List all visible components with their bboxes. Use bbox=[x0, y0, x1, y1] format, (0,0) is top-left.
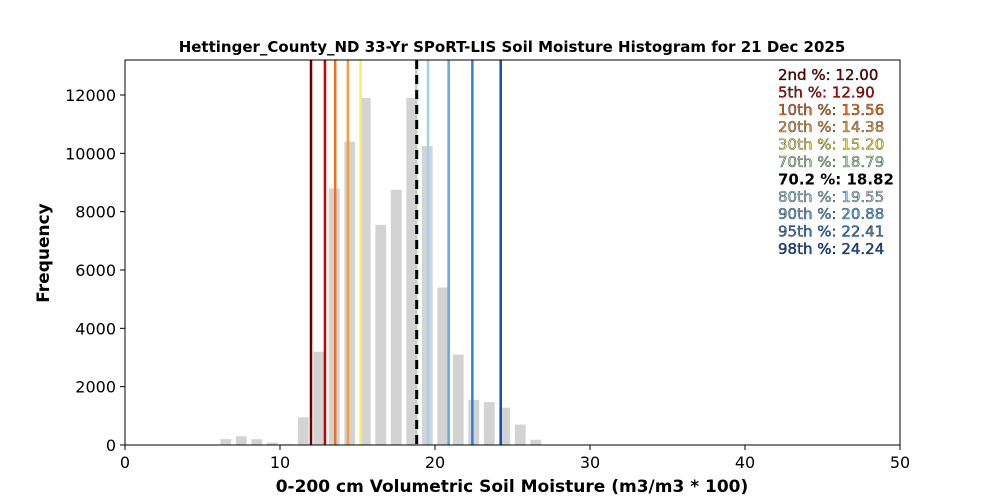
histogram-bar-16 bbox=[468, 399, 480, 445]
y-tick-label-2: 4000 bbox=[75, 319, 116, 338]
histogram-bar-10 bbox=[375, 224, 387, 445]
x-axis-ticks: 0 10 20 30 40 50 bbox=[120, 445, 910, 472]
x-tick-label-4: 40 bbox=[735, 453, 755, 472]
histogram-bar-18 bbox=[499, 407, 511, 445]
histogram-bar-9 bbox=[359, 97, 371, 446]
y-tick-label-5: 10000 bbox=[65, 144, 116, 163]
histogram-bar-1 bbox=[235, 436, 247, 445]
histogram-bar-20 bbox=[530, 439, 542, 445]
y-tick-label-0: 0 bbox=[106, 436, 116, 455]
x-axis-label: 0-200 cm Volumetric Soil Moisture (m3/m3… bbox=[276, 477, 749, 497]
histogram-bar-3 bbox=[266, 442, 278, 445]
histogram-bar-0 bbox=[220, 439, 232, 445]
legend-entry-8: 90th %: 20.88 bbox=[778, 205, 884, 223]
histogram-bar-15 bbox=[452, 354, 464, 445]
legend-entry-2: 10th %: 13.56 bbox=[778, 101, 884, 119]
histogram-bar-2 bbox=[251, 439, 263, 445]
legend-entry-5: 70th %: 18.79 bbox=[778, 153, 884, 171]
x-tick-label-1: 10 bbox=[270, 453, 290, 472]
y-axis-label: Frequency bbox=[34, 203, 54, 303]
histogram-bar-19 bbox=[514, 424, 526, 445]
y-tick-label-6: 12000 bbox=[65, 86, 116, 105]
x-tick-label-3: 30 bbox=[580, 453, 600, 472]
y-tick-label-1: 2000 bbox=[75, 378, 116, 397]
plot-frame bbox=[124, 59, 901, 446]
histogram-bar-6 bbox=[313, 351, 325, 445]
legend-entry-6: 70.2 %: 18.82 bbox=[778, 170, 894, 188]
chart-title: Hettinger_County_ND 33-Yr SPoRT-LIS Soil… bbox=[179, 38, 846, 56]
histogram-bar-11 bbox=[390, 189, 402, 445]
legend-entry-7: 80th %: 19.55 bbox=[778, 188, 884, 206]
histogram-bar-14 bbox=[437, 287, 449, 445]
histogram-bar-17 bbox=[483, 402, 495, 445]
percentile-lines-group bbox=[309, 60, 502, 445]
histogram-bar-5 bbox=[297, 417, 309, 445]
y-tick-label-4: 8000 bbox=[75, 203, 116, 222]
bars-group bbox=[220, 97, 542, 446]
x-tick-label-2: 20 bbox=[425, 453, 445, 472]
legend-entry-3: 20th %: 14.38 bbox=[778, 118, 884, 136]
y-axis-ticks: 0 2000 4000 6000 8000 10000 12000 bbox=[65, 86, 125, 455]
legend-entry-4: 30th %: 15.20 bbox=[778, 136, 884, 154]
legend-entry-0: 2nd %: 12.00 bbox=[778, 66, 878, 84]
legend-entry-1: 5th %: 12.90 bbox=[778, 83, 875, 101]
legend-entry-10: 98th %: 24.24 bbox=[778, 240, 884, 258]
x-tick-label-0: 0 bbox=[120, 453, 130, 472]
y-tick-label-3: 6000 bbox=[75, 261, 116, 280]
histogram-bar-8 bbox=[344, 141, 356, 445]
x-tick-label-5: 50 bbox=[890, 453, 910, 472]
legend-entry-9: 95th %: 22.41 bbox=[778, 223, 884, 241]
histogram-bar-12 bbox=[406, 97, 418, 446]
